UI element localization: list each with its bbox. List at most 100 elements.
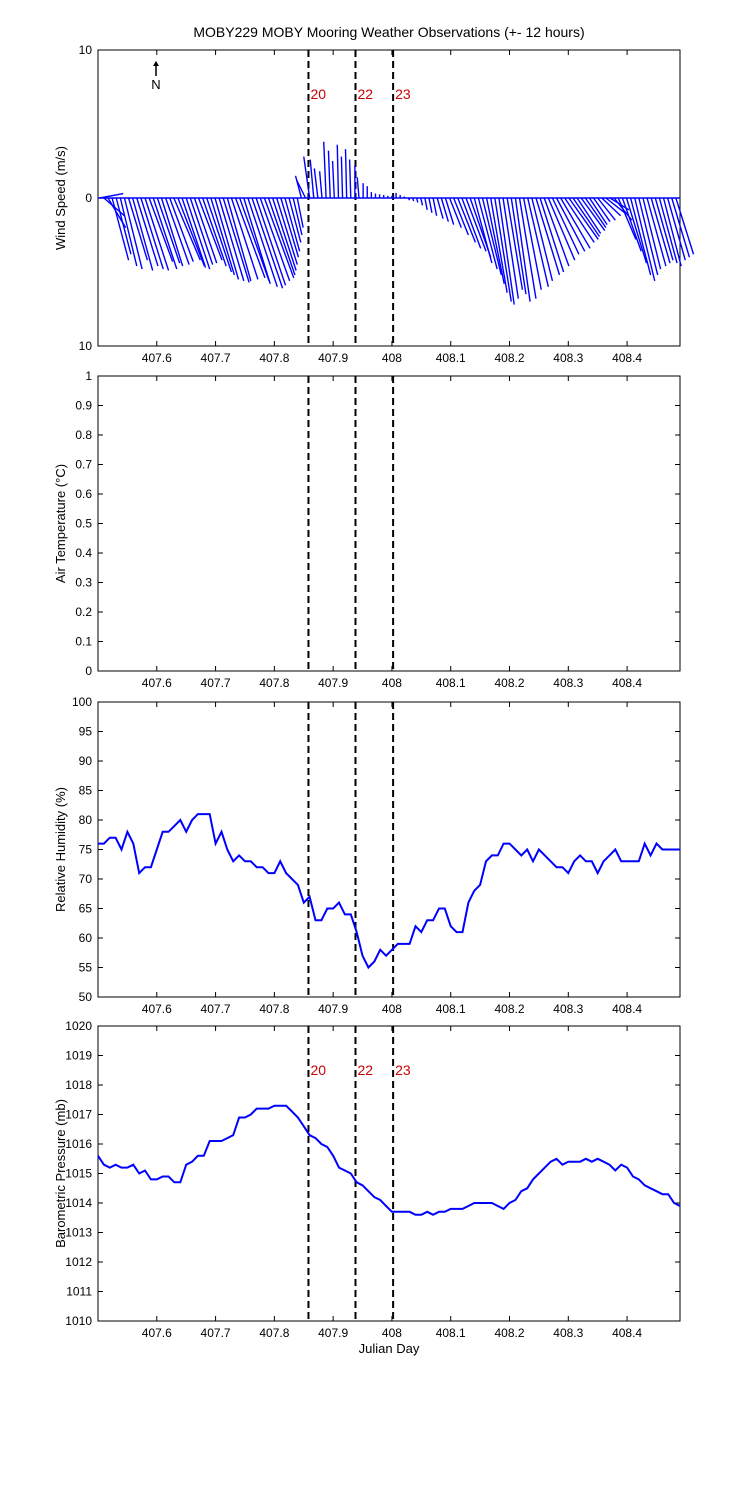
- x-tick-label: 407.8: [259, 1002, 289, 1016]
- x-tick-label: 408.4: [612, 676, 642, 690]
- y-tick-label: 85: [79, 784, 93, 798]
- plot-frame-2: [97, 375, 681, 672]
- wind-vector: [634, 197, 656, 282]
- x-tick-label: 408.1: [436, 351, 466, 365]
- wind-vector: [185, 197, 211, 270]
- y-tick-label: 0.5: [75, 517, 92, 531]
- wind-vector: [247, 197, 278, 288]
- y-tick-label: 100: [72, 695, 92, 709]
- y-tick-label: 0.9: [75, 399, 92, 413]
- wind-vector: [461, 197, 482, 249]
- x-tick-label: 407.6: [142, 351, 172, 365]
- y-tick-label: 1014: [65, 1196, 92, 1210]
- wind-vector: [522, 197, 542, 290]
- wind-vector: [177, 197, 206, 267]
- wind-vector: [568, 197, 599, 240]
- y-tick-label: 1018: [65, 1078, 92, 1092]
- y-tick-label: 1013: [65, 1226, 92, 1240]
- wind-vector: [671, 197, 691, 258]
- event-label: 20: [310, 1062, 326, 1078]
- x-tick-label: 408: [382, 676, 402, 690]
- wind-vector: [197, 197, 223, 261]
- wind-vector: [494, 197, 512, 302]
- wind-vector: [356, 177, 360, 199]
- x-tick-label: 407.7: [201, 676, 231, 690]
- y-tick-label: 50: [79, 990, 93, 1004]
- wind-vector: [498, 197, 515, 305]
- wind-vector: [642, 197, 662, 270]
- wind-vector: [453, 197, 470, 236]
- wind-vector: [160, 197, 184, 267]
- wind-vector: [292, 197, 303, 236]
- wind-vector: [580, 197, 606, 231]
- wind-vector: [593, 197, 611, 223]
- wind-vector: [201, 197, 227, 267]
- wind-vector: [214, 197, 240, 280]
- wind-vector: [424, 197, 428, 210]
- wind-vector: [625, 197, 648, 264]
- wind-vector: [531, 197, 554, 282]
- wind-vector: [428, 197, 433, 213]
- wind-vector: [506, 197, 524, 290]
- event-label: 20: [310, 86, 326, 102]
- y-tick-label: 70: [79, 872, 93, 886]
- x-tick-label: 408: [382, 351, 402, 365]
- y-tick-label: 1019: [65, 1049, 92, 1063]
- wind-vector: [259, 197, 291, 282]
- x-tick-label: 408.3: [553, 1326, 583, 1340]
- wind-vector: [518, 197, 537, 299]
- wind-vector: [111, 197, 130, 261]
- wind-vector: [551, 197, 580, 255]
- wind-vector: [621, 197, 642, 252]
- wind-vector: [658, 197, 678, 264]
- wind-vector: [303, 156, 311, 199]
- wind-vector: [646, 197, 667, 267]
- wind-vector: [650, 197, 671, 264]
- wind-vector: [457, 197, 477, 243]
- wind-vector: [318, 171, 323, 199]
- wind-vector: [239, 197, 270, 282]
- wind-vector: [164, 197, 190, 265]
- wind-vector: [222, 197, 250, 283]
- event-label: 23: [395, 86, 411, 102]
- x-tick-label: 408.4: [612, 351, 642, 365]
- wind-vector: [243, 197, 271, 285]
- wind-vector: [173, 197, 201, 261]
- wind-vector: [127, 197, 149, 261]
- wind-vector: [584, 197, 607, 228]
- wind-vector: [331, 160, 336, 199]
- x-tick-label: 407.6: [142, 1002, 172, 1016]
- y-tick-label: 80: [79, 813, 93, 827]
- y-tick-label: 0: [85, 191, 92, 205]
- wind-vector: [140, 197, 164, 270]
- y-tick-label: 0.6: [75, 487, 92, 501]
- wind-vector: [99, 192, 124, 199]
- wind-vector: [296, 179, 307, 199]
- wind-vector: [206, 197, 233, 273]
- x-tick-label: 408.3: [553, 1002, 583, 1016]
- wind-vector: [189, 197, 214, 265]
- y-tick-label: 0.3: [75, 576, 92, 590]
- x-tick-label: 408.4: [612, 1002, 642, 1016]
- wind-vector: [407, 197, 411, 201]
- wind-vector: [313, 168, 319, 199]
- y-tick-label: 1010: [65, 1314, 92, 1328]
- x-tick-label: 408.1: [436, 1326, 466, 1340]
- wind-vector: [210, 197, 236, 276]
- wind-vector: [601, 197, 622, 217]
- wind-vector: [193, 197, 218, 264]
- y-tick-label: 0.7: [75, 458, 92, 472]
- x-tick-label: 408.4: [612, 1326, 642, 1340]
- wind-vector: [336, 144, 340, 199]
- x-tick-label: 407.6: [142, 676, 172, 690]
- wind-vector: [510, 197, 527, 295]
- wind-vector: [144, 197, 170, 271]
- wind-vector: [340, 156, 344, 199]
- event-label: 22: [357, 1062, 373, 1078]
- y-tick-label: 1: [85, 369, 92, 383]
- x-tick-label: 407.8: [259, 676, 289, 690]
- wind-vector: [597, 197, 616, 221]
- wind-vector: [675, 197, 695, 255]
- event-label: 22: [357, 86, 373, 102]
- x-tick-label: 408: [382, 1002, 402, 1016]
